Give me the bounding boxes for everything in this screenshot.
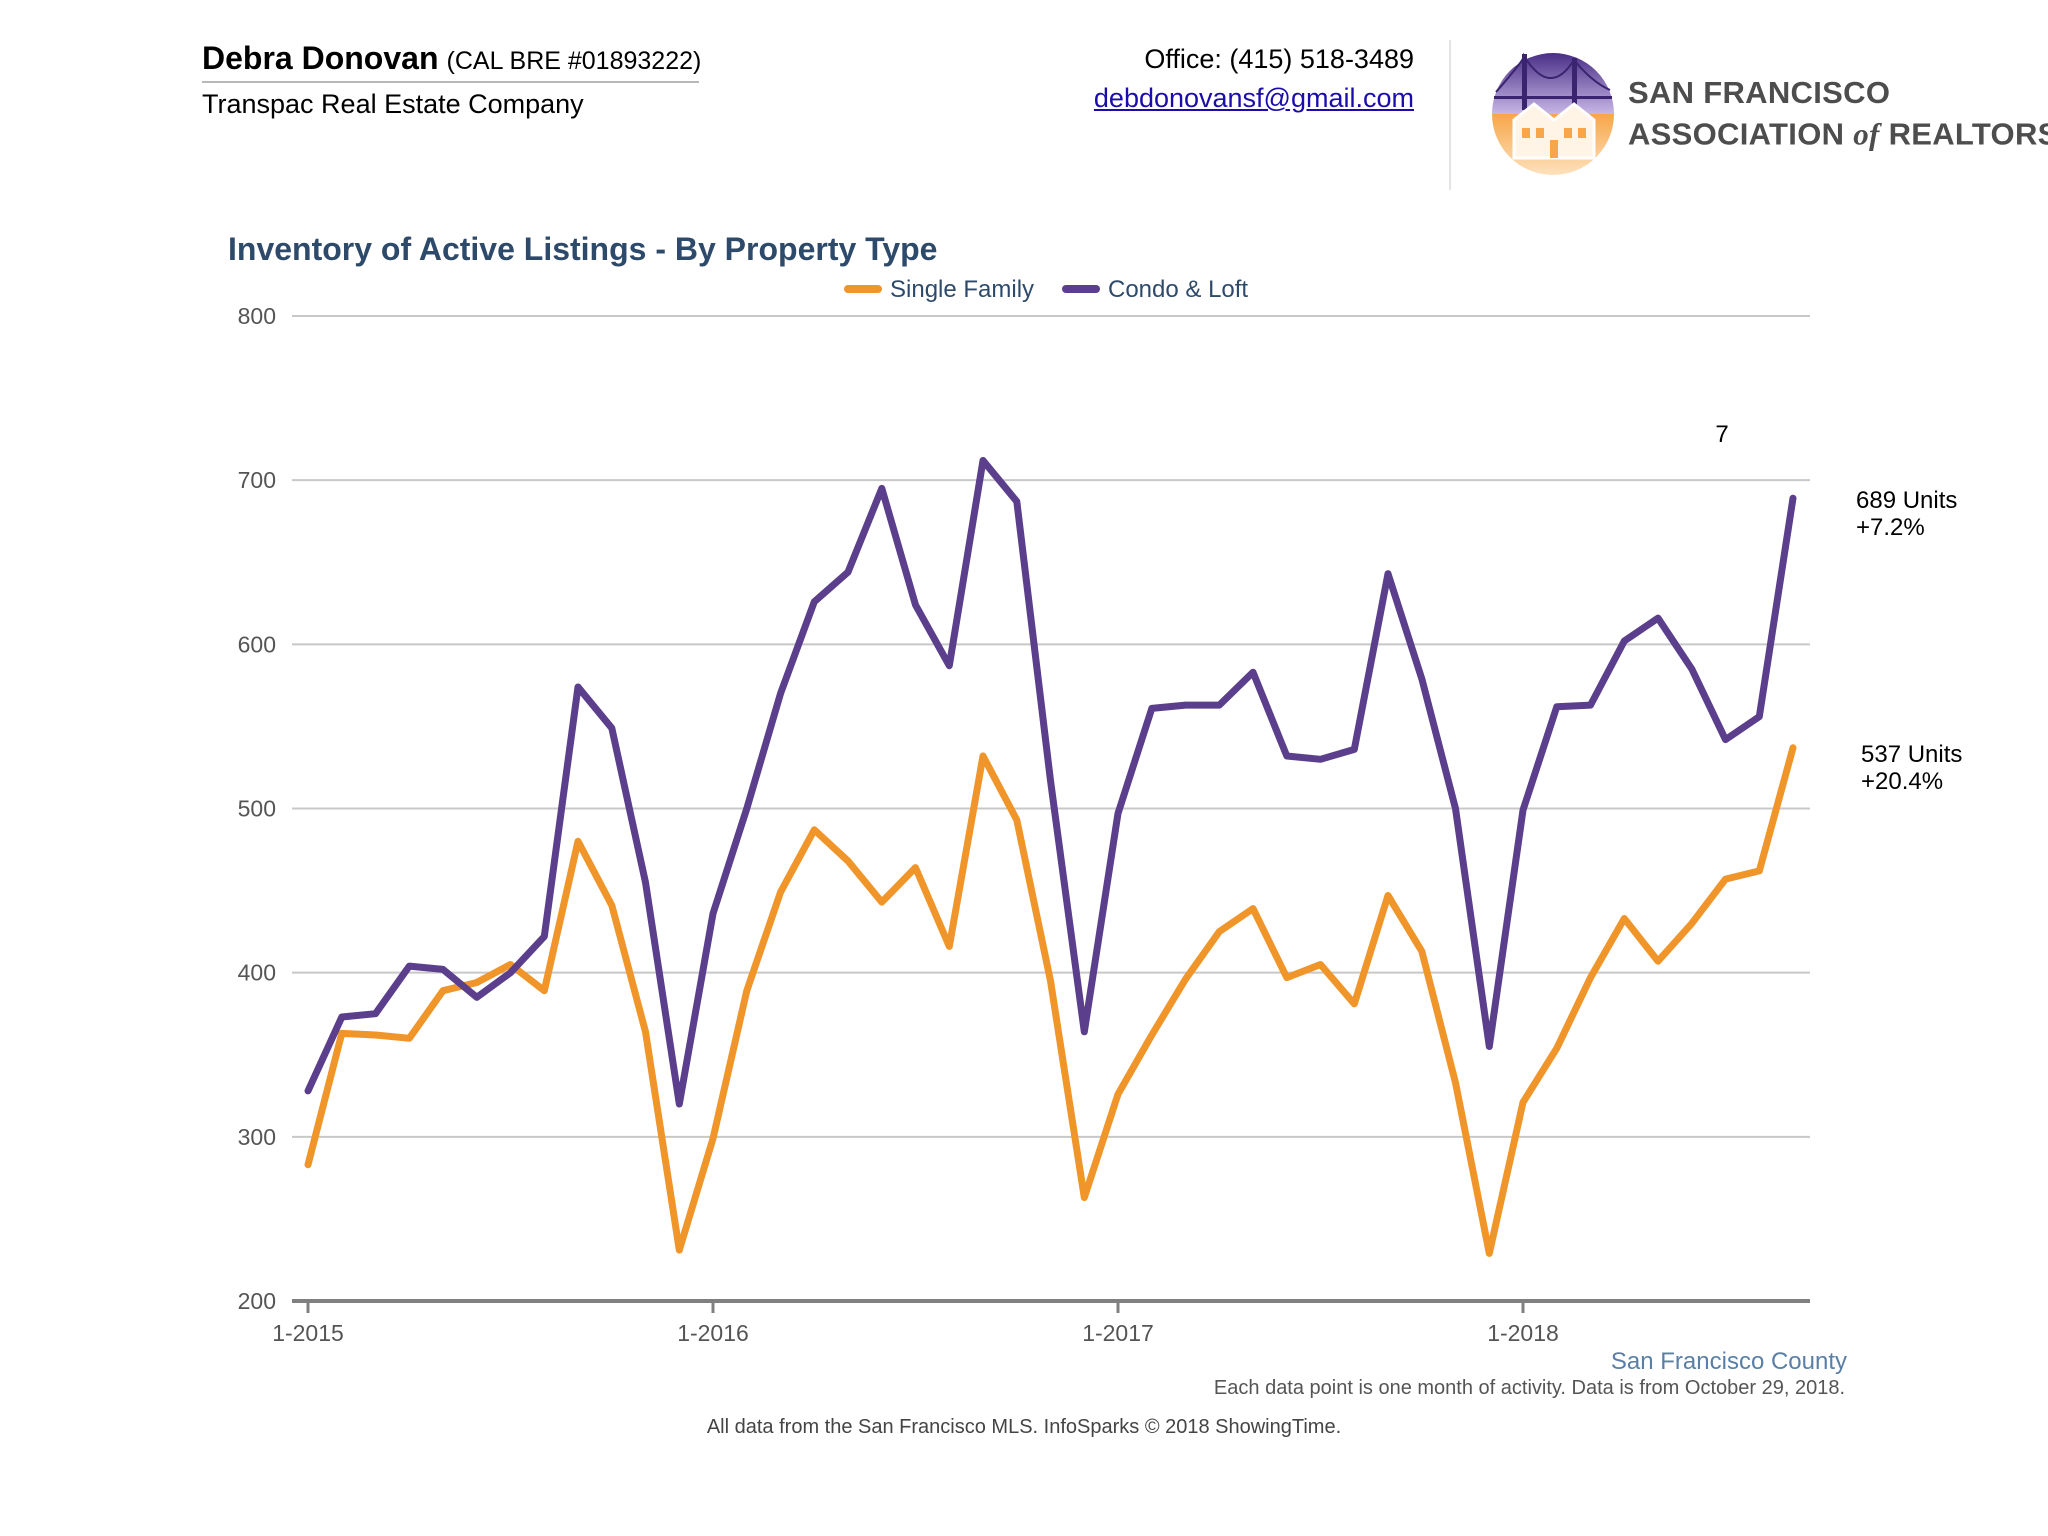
series-line-single-family [304, 744, 1797, 1257]
golden-gate-bridge-houses-logo [1492, 52, 1614, 175]
chart-title: Inventory of Active Listings - By Proper… [228, 231, 937, 267]
y-tick-label: 700 [238, 467, 276, 493]
end-labels: 537 Units+20.4% 689 Units+7.2% [1856, 487, 1962, 795]
org-name-realtors: Realtors [1888, 116, 2048, 152]
gridlines [292, 315, 1810, 1138]
end-label-units: 689 Units [1856, 487, 1957, 514]
y-tick-label: 300 [238, 1124, 276, 1150]
data-note: Each data point is one month of activity… [1213, 1377, 1845, 1399]
end-label-change: +7.2% [1856, 514, 1925, 541]
org-name-of: of [1853, 116, 1880, 152]
org-name-line1: San Francisco [1628, 75, 1891, 110]
x-axis: 1-2015 1-2016 1-2017 1-2018 [272, 1299, 1810, 1346]
org-name-line2: Association of Realtors® [1628, 111, 2048, 152]
y-tick-label: 400 [238, 960, 276, 986]
series-line-condo-loft [304, 457, 1797, 1108]
end-label-units: 537 Units [1861, 741, 1962, 768]
agent-underline [202, 81, 699, 83]
legend-label: Single Family [890, 276, 1034, 303]
y-tick-label: 800 [238, 303, 276, 329]
agent-name: Debra Donovan [202, 40, 439, 76]
chart-legend: Single Family Condo & Loft [844, 276, 1248, 303]
org-name: San Francisco Association of Realtors® [1628, 74, 2048, 152]
x-tick-label: 1-2015 [272, 1320, 344, 1346]
contact-info: Office: (415) 518-3489 debdonovansf@gmai… [1094, 44, 1414, 114]
region-label: San Francisco County [1611, 1348, 1847, 1375]
org-name-association: Association [1628, 116, 1845, 152]
header-divider [1449, 40, 1451, 190]
office-phone: Office: (415) 518-3489 [1144, 44, 1414, 74]
y-axis: 200 300 400 500 600 700 800 [238, 303, 276, 1314]
x-tick-label: 1-2018 [1487, 1320, 1559, 1346]
y-tick-label: 500 [238, 796, 276, 822]
agent-license: (CAL BRE #01893222) [446, 47, 702, 75]
agent-company: Transpac Real Estate Company [202, 89, 584, 119]
y-tick-label: 200 [238, 1288, 276, 1314]
end-label-change: +20.4% [1861, 768, 1943, 795]
legend-label: Condo & Loft [1108, 276, 1248, 303]
chart-series [304, 457, 1797, 1257]
x-tick-label: 1-2016 [677, 1320, 749, 1346]
x-tick-label: 1-2017 [1082, 1320, 1154, 1346]
agent-info: Debra Donovan (CAL BRE #01893222) Transp… [202, 40, 701, 120]
email-link[interactable]: debdonovansf@gmail.com [1093, 83, 1414, 113]
y-tick-label: 600 [238, 631, 276, 657]
data-source: All data from the San Francisco MLS. Inf… [706, 1416, 1342, 1438]
stray-label: 7 [1715, 421, 1728, 448]
agent-name-line: Debra Donovan (CAL BRE #01893222) [202, 40, 701, 77]
